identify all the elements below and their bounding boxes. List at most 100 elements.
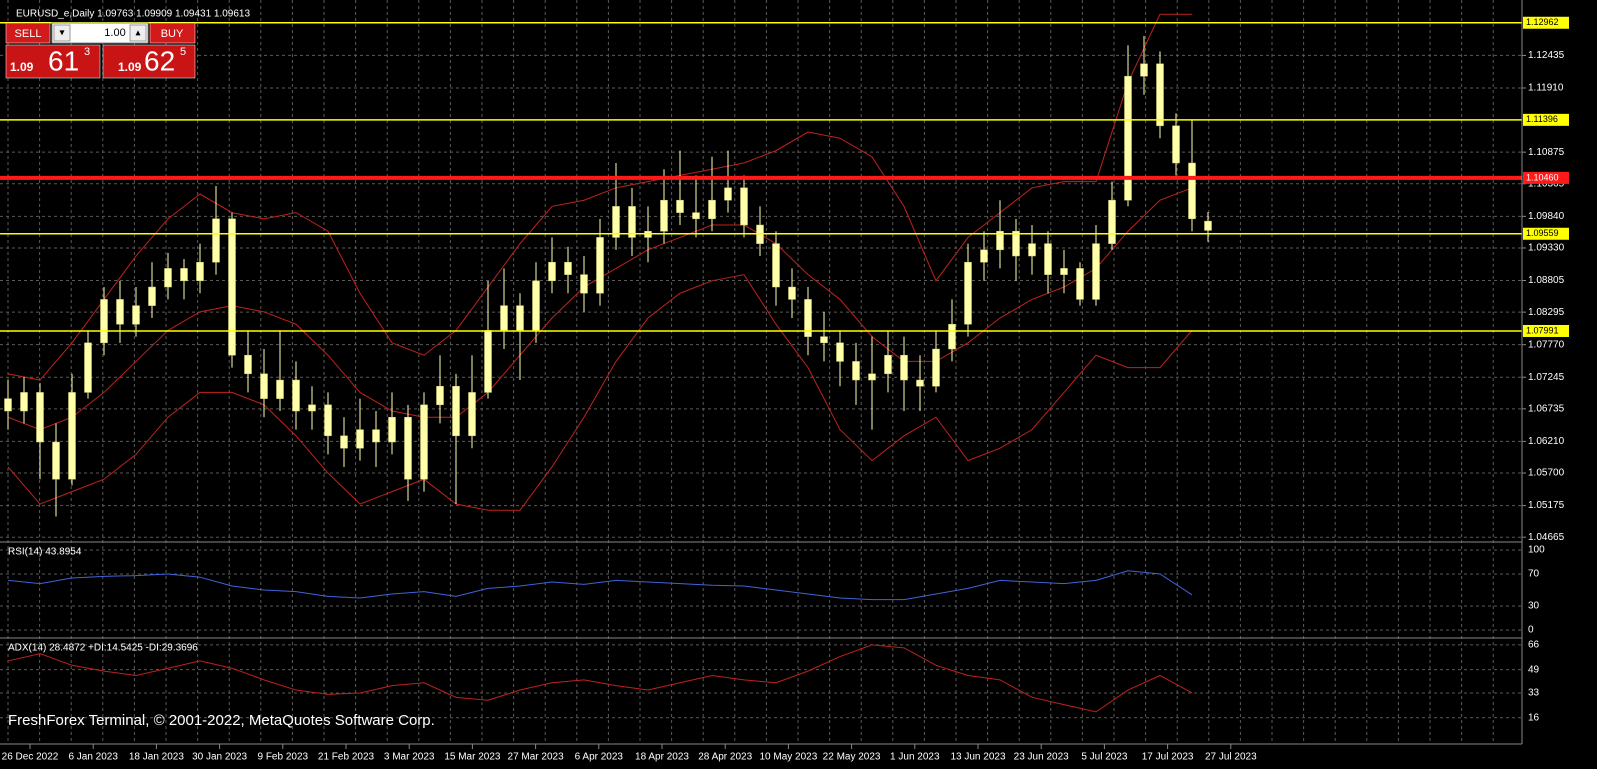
candle-body	[660, 199, 668, 232]
candle-body	[1188, 162, 1196, 220]
level-label: 1.07991	[1526, 325, 1559, 335]
y-tick-label: 49	[1528, 664, 1540, 675]
candle-body	[132, 305, 140, 325]
y-tick-label: 1.10875	[1528, 147, 1565, 158]
candle-body	[1012, 230, 1020, 257]
x-tick-label: 28 Apr 2023	[698, 752, 752, 763]
trade-panel: SELL ▾ ▴ 1.00 BUY 1.09 61 3 1.09 62 5	[5, 22, 196, 79]
x-tick-label: 23 Jun 2023	[1014, 752, 1069, 763]
bollinger-lower	[7, 274, 1193, 511]
buy-button[interactable]	[149, 22, 196, 44]
y-tick-label: 1.12435	[1528, 50, 1565, 61]
lot-decrease[interactable]	[53, 24, 71, 42]
candle-body	[564, 261, 572, 275]
candle-body	[484, 330, 492, 393]
buy-price-box[interactable]	[102, 44, 196, 79]
candle-body	[100, 299, 108, 344]
candle-body	[452, 385, 460, 437]
candle-body	[1124, 75, 1132, 201]
level-label: 1.11396	[1526, 114, 1558, 124]
candle-body	[868, 373, 876, 381]
lot-increase[interactable]	[129, 24, 147, 42]
candle-body	[212, 218, 220, 263]
candle-body	[164, 268, 172, 288]
candle-body	[740, 187, 748, 226]
y-tick-label: 1.06210	[1528, 436, 1565, 447]
candle-body	[340, 435, 348, 449]
x-tick-label: 17 Jul 2023	[1142, 752, 1194, 763]
lot-field[interactable]	[51, 22, 149, 44]
candle-body	[772, 243, 780, 288]
candle-body	[1060, 268, 1068, 275]
x-tick-label: 22 May 2023	[823, 752, 881, 763]
level-label-box	[1523, 171, 1569, 184]
candle-body	[196, 261, 204, 282]
candle-body	[500, 305, 508, 331]
y-tick-label: 1.09330	[1528, 243, 1565, 254]
x-tick-label: 13 Jun 2023	[950, 752, 1005, 763]
copyright: FreshForex Terminal, © 2001-2022, MetaQu…	[8, 712, 435, 729]
y-tick-label: 100	[1528, 545, 1545, 556]
candle-body	[628, 206, 636, 238]
rsi-line	[7, 570, 1193, 601]
adx-label: ADX(14) 28.4872 +DI:14.5425 -DI:29.3696	[8, 643, 198, 654]
candle-body	[84, 342, 92, 393]
candle-body	[1028, 243, 1036, 257]
sell-label[interactable]: SELL	[15, 28, 42, 40]
candle-body	[1076, 268, 1084, 300]
candle-body	[1092, 243, 1100, 300]
x-tick-label: 26 Dec 2022	[2, 752, 59, 763]
buy-label[interactable]: BUY	[161, 28, 184, 40]
candle-body	[36, 392, 44, 443]
candle-body	[788, 286, 796, 300]
candle-body	[820, 336, 828, 344]
candle-body	[1172, 125, 1180, 164]
candle-body	[1204, 220, 1212, 231]
candle-body	[980, 249, 988, 263]
candle-body	[548, 261, 556, 282]
candle-body	[356, 429, 364, 449]
y-tick-label: 16	[1528, 712, 1540, 723]
candle-body	[180, 268, 188, 282]
candle-body	[1108, 199, 1116, 244]
level-label-box	[1523, 227, 1569, 240]
x-tick-label: 18 Apr 2023	[635, 752, 689, 763]
candle-body	[20, 392, 28, 412]
candle-body	[324, 404, 332, 437]
y-tick-label: 30	[1528, 601, 1540, 612]
candle-body	[964, 261, 972, 325]
y-tick-label: 1.04665	[1528, 532, 1565, 543]
sell-price-big: 61	[48, 45, 79, 76]
x-tick-label: 3 Mar 2023	[384, 752, 435, 763]
lot-value[interactable]: 1.00	[104, 27, 125, 39]
symbol-bar: EURUSD_e,Daily 1.09763 1.09909 1.09431 1…	[16, 9, 250, 20]
bollinger-upper	[7, 13, 1192, 381]
x-tick-label: 5 Jul 2023	[1081, 752, 1128, 763]
x-tick-label: 1 Jun 2023	[890, 752, 940, 763]
level-label: 1.10460	[1526, 172, 1559, 182]
candle-body	[52, 441, 60, 480]
y-tick-label: 1.11910	[1528, 83, 1564, 94]
sell-button[interactable]	[5, 22, 51, 44]
x-tick-label: 27 Mar 2023	[508, 752, 565, 763]
minus-icon: ▾	[59, 28, 64, 39]
candle-body	[388, 416, 396, 443]
y-tick-label: 1.05175	[1528, 500, 1565, 511]
adx-line	[7, 644, 1193, 713]
sell-price-box[interactable]	[5, 44, 101, 79]
candle-body	[68, 392, 76, 480]
candle-body	[420, 404, 428, 480]
y-tick-label: 1.10365	[1528, 178, 1565, 189]
y-tick-label: 1.09840	[1528, 211, 1565, 222]
candle-body	[836, 342, 844, 362]
x-tick-label: 6 Apr 2023	[575, 752, 624, 763]
plot	[0, 13, 1522, 713]
y-tick-label: 66	[1528, 640, 1540, 651]
candle-body	[996, 230, 1004, 251]
candle-body	[436, 385, 444, 406]
y-tick-label: 70	[1528, 569, 1540, 580]
candle-body	[724, 187, 732, 201]
buy-price-big: 62	[144, 45, 175, 76]
candle-body	[884, 354, 892, 375]
candle-body	[692, 212, 700, 220]
